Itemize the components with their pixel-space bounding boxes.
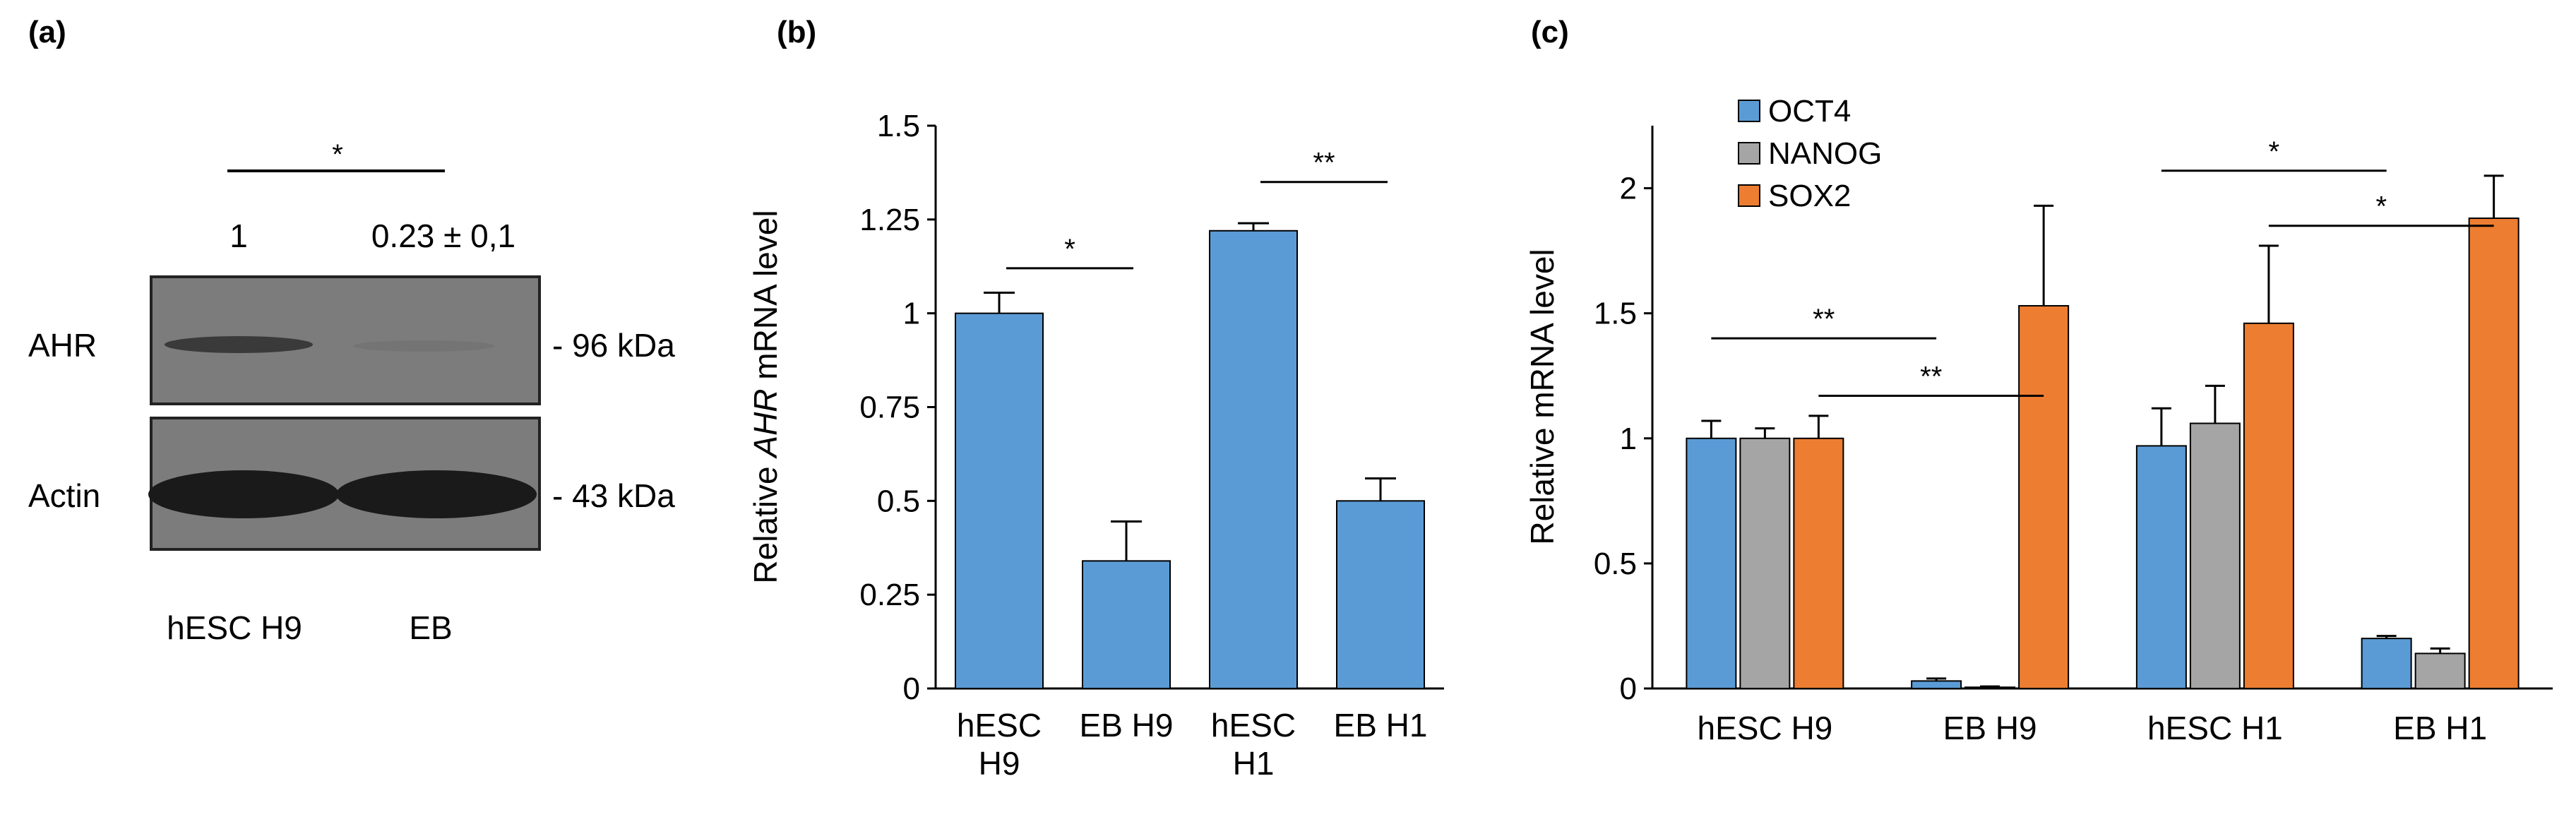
panel-c-significance-star: * [2375, 191, 2387, 222]
panel-b-significance-star: * [1064, 234, 1075, 265]
actin-band-lane1 [148, 470, 339, 518]
ahr-band-lane1 [165, 336, 313, 353]
panel-c-bar-sox2 [1793, 437, 1844, 689]
legend-swatch-sox2 [1738, 184, 1760, 207]
panel-c-bar-oct4 [2361, 638, 2412, 690]
panel-c-bar-oct4 [2135, 445, 2187, 689]
panel-c-bar-nanog [2189, 422, 2241, 689]
panel-c-category-label: EB H9 [1943, 710, 2037, 746]
ahr-band-lane2 [353, 340, 494, 352]
panel-b-bar [955, 312, 1044, 689]
wb-size-ahr: - 96 kDa [552, 327, 675, 364]
wb-lane-label-1: hESC H9 [167, 609, 302, 646]
panel-c-bar-oct4 [1686, 437, 1737, 689]
panel-c-bar-oct4 [1911, 680, 1962, 690]
panel-c-bar-sox2 [2018, 305, 2070, 690]
wb-quant-lane1: 1 [229, 217, 248, 254]
panel-c-significance-star: ** [1920, 362, 1942, 393]
panel-b-bar [1209, 229, 1298, 690]
legend-swatch-nanog [1738, 142, 1760, 165]
panel-c-significance-star: ** [1813, 304, 1835, 335]
actin-band-lane2 [336, 470, 537, 518]
ahr-blot [150, 275, 541, 405]
legend-label-oct4: OCT4 [1768, 94, 1851, 129]
panel-b-y-tick-label: 1.5 [877, 109, 920, 143]
panel-b-category-label: H9 [979, 745, 1020, 782]
panel-b-y-tick-label: 0.25 [859, 578, 920, 612]
panel-c: (c) Relative mRNA level 0 0.5 1 1.5 2 hESC H9… [1524, 15, 2553, 746]
panel-b-category-label: hESC [957, 707, 1042, 744]
panel-b-y-tick-label: 1.25 [859, 203, 920, 237]
panel-b-category-label: H1 [1233, 745, 1275, 782]
panel-b-significance-star: ** [1313, 148, 1335, 179]
panel-c-y-tick-label: 1.5 [1594, 297, 1637, 331]
panel-b-y-tick-label: 0 [903, 672, 920, 706]
legend-label-nanog: NANOG [1768, 136, 1882, 171]
panel-c-category-label: hESC H9 [1698, 710, 1833, 746]
panel-b-category-label: EB H1 [1334, 707, 1428, 744]
legend-swatch-oct4 [1738, 100, 1760, 122]
panel-c-bar-nanog [1739, 437, 1791, 689]
panel-b-label: (b) [777, 15, 816, 49]
panel-b-y-axis-label: Relative AHR mRNA level [747, 210, 784, 583]
panel-c-category-label: hESC H1 [2147, 710, 2283, 746]
panel-c-y-tick-label: 0.5 [1594, 547, 1637, 581]
legend-label-sox2: SOX2 [1768, 179, 1851, 213]
wb-row-actin: Actin [28, 477, 100, 514]
panel-c-label: (c) [1531, 15, 1569, 49]
wb-quant-lane2: 0.23 ± 0,1 [371, 217, 515, 254]
panel-b-bar [1336, 500, 1425, 689]
panel-a-label: (a) [28, 15, 66, 49]
panel-c-y-tick-label: 1 [1620, 422, 1637, 456]
wb-lane-label-2: EB [409, 609, 452, 646]
panel-c-bar-sox2 [2468, 217, 2520, 690]
panel-c-significance-star: * [2268, 136, 2279, 167]
panel-b-category-label: EB H9 [1080, 707, 1174, 744]
panel-b-category-label: hESC [1211, 707, 1296, 744]
panel-b-y-tick-label: 0.5 [877, 484, 920, 518]
wb-size-actin: - 43 kDa [552, 477, 675, 514]
panel-c-bar-nanog [2414, 652, 2466, 689]
panel-b: (b) Relative AHR mRNA level 0 0.25 0.5 0.75… [747, 15, 1444, 782]
panel-c-y-tick-label: 2 [1620, 172, 1637, 206]
panel-c-y-tick-label: 0 [1620, 672, 1637, 706]
wb-significance-star: * [332, 139, 343, 170]
panel-c-category-label: EB H1 [2393, 710, 2487, 746]
panel-c-y-axis-label: Relative mRNA level [1524, 249, 1561, 544]
panel-b-y-tick-label: 0.75 [859, 390, 920, 425]
panel-c-bar-sox2 [2243, 322, 2294, 689]
panel-b-bar [1082, 560, 1171, 690]
wb-row-ahr: AHR [28, 327, 97, 364]
panel-b-y-tick-label: 1 [903, 297, 920, 331]
panel-a: (a) * 1 0.23 ± 0,1 AHR Actin - 96 kDa - … [28, 15, 675, 646]
